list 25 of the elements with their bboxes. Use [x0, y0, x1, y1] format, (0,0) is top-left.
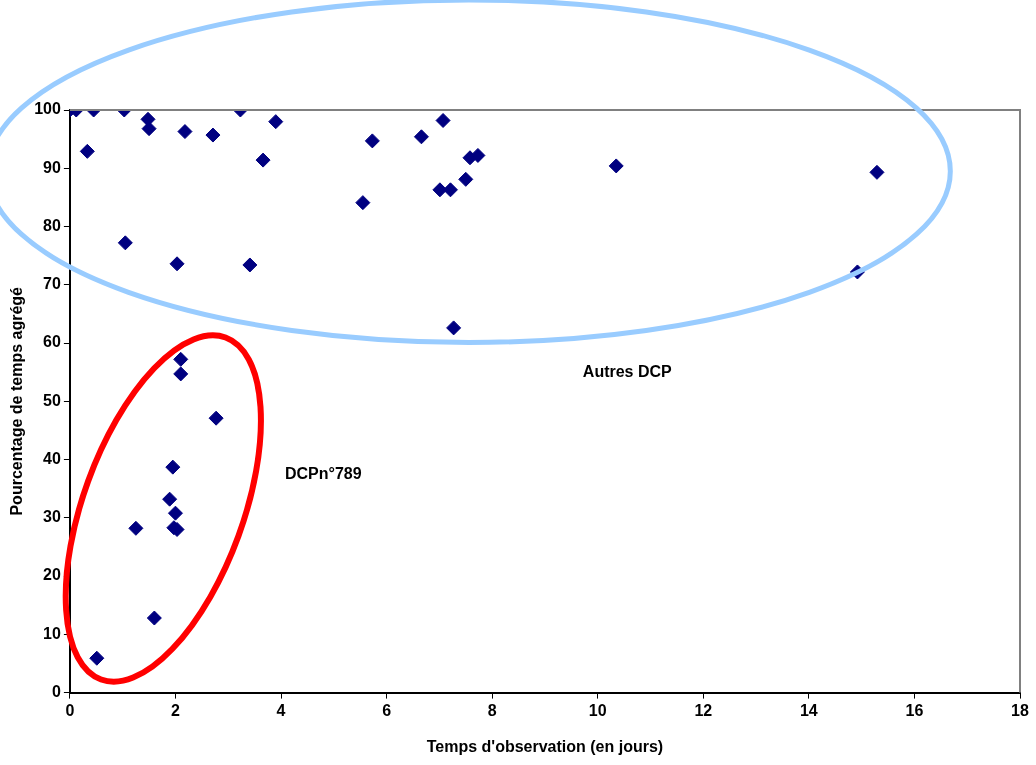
y-tick-label: 50 [43, 391, 61, 409]
y-tick-label: 60 [43, 333, 61, 351]
y-tick-label: 10 [43, 624, 61, 642]
y-tick-label: 30 [43, 508, 61, 526]
x-tick-label: 6 [382, 701, 392, 719]
x-tick-label: 2 [171, 701, 181, 719]
y-tick-label: 20 [43, 566, 61, 584]
x-tick-label: 10 [588, 701, 607, 719]
x-tick-label: 0 [65, 701, 75, 719]
y-tick-label: 80 [43, 216, 61, 234]
x-tick-label: 12 [694, 701, 713, 719]
y-tick-label: 40 [43, 449, 61, 467]
x-tick-label: 4 [276, 701, 286, 719]
annotation: DCPn°789 [284, 465, 362, 483]
x-tick-label: 18 [1011, 701, 1029, 719]
y-tick-label: 70 [43, 275, 61, 293]
x-tick-label: 8 [487, 701, 497, 719]
y-tick-label: 90 [43, 158, 61, 176]
y-tick-label: 0 [51, 683, 61, 701]
annotation: Autres DCP [582, 363, 673, 381]
y-axis-title: Pourcentage de temps agrégé [8, 286, 26, 516]
x-tick-label: 14 [799, 701, 818, 719]
x-axis-title: Temps d'observation (en jours) [426, 737, 664, 755]
y-tick-label: 100 [34, 100, 61, 118]
x-tick-label: 16 [905, 701, 924, 719]
